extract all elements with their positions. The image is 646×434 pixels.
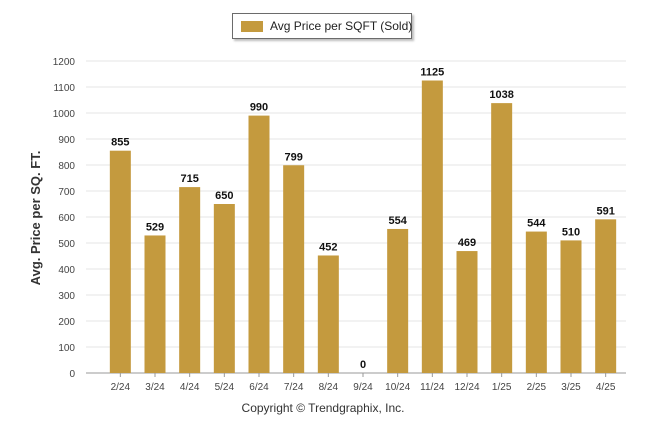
data-label: 1125 [420,67,444,79]
y-tick-label: 100 [58,343,75,354]
data-labels: 855 529 715 650 990 799 452 0 554 1125 469 1038 544 5… [111,67,615,372]
bars [109,80,617,374]
bar [387,228,409,373]
data-label: 591 [596,205,614,217]
x-tick-label: 2/24 [111,382,131,393]
data-label: 990 [250,102,268,114]
x-tick-label: 6/24 [249,382,269,393]
data-label: 0 [360,359,366,371]
bar [456,251,478,373]
x-axis-ticks: 2/24 3/24 4/24 5/24 6/24 7/24 8/24 9/24 10/24 11/… [111,373,616,393]
bar [109,150,131,373]
x-tick-label: 3/25 [561,382,581,393]
bar [491,103,513,374]
bar [283,165,305,373]
y-axis-ticks: 0 100 200 300 400 500 600 700 800 900 1000 1100 1200 [53,57,76,380]
y-tick-label: 1200 [53,57,76,68]
legend-label: Avg Price per SQFT (Sold) [270,19,413,33]
data-label: 544 [527,218,546,230]
bar [560,240,582,373]
x-tick-label: 3/24 [145,382,165,393]
legend: Avg Price per SQFT (Sold) [232,13,412,39]
bar [595,219,617,373]
bar [317,255,339,373]
data-label: 452 [319,241,337,253]
x-tick-label: 4/24 [180,382,200,393]
legend-swatch [241,21,263,32]
x-tick-label: 9/24 [353,382,373,393]
bar [144,235,166,373]
data-label: 715 [180,173,198,185]
data-label: 554 [388,215,407,227]
data-label: 469 [458,237,476,249]
y-tick-label: 0 [69,369,75,380]
x-tick-label: 4/25 [596,382,616,393]
bar [248,115,270,373]
x-tick-label: 1/25 [492,382,512,393]
x-tick-label: 10/24 [385,382,410,393]
bar [421,80,443,373]
y-tick-label: 400 [58,265,75,276]
x-tick-label: 8/24 [319,382,339,393]
bar [179,187,201,373]
x-tick-label: 5/24 [215,382,235,393]
y-axis-label: Avg. Price per SQ. FT. [28,151,43,286]
y-tick-label: 600 [58,213,75,224]
data-label: 650 [215,190,233,202]
data-label: 529 [146,221,164,233]
data-label: 855 [111,137,129,149]
x-tick-label: 2/25 [527,382,547,393]
copyright-footer: Copyright © Trendgraphix, Inc. [241,401,405,415]
y-tick-label: 300 [58,291,75,302]
y-tick-label: 700 [58,187,75,198]
data-label: 799 [284,151,302,163]
data-label: 510 [562,226,580,238]
bar [525,231,547,373]
x-tick-label: 11/24 [420,382,445,393]
data-label: 1038 [489,89,513,101]
y-tick-label: 1100 [53,83,75,94]
y-tick-label: 1000 [53,109,76,120]
x-tick-label: 12/24 [454,382,479,393]
y-tick-label: 200 [58,317,75,328]
y-tick-label: 500 [58,239,75,250]
x-tick-label: 7/24 [284,382,304,393]
y-tick-label: 800 [58,161,75,172]
y-tick-label: 900 [58,135,75,146]
bar [213,204,235,373]
